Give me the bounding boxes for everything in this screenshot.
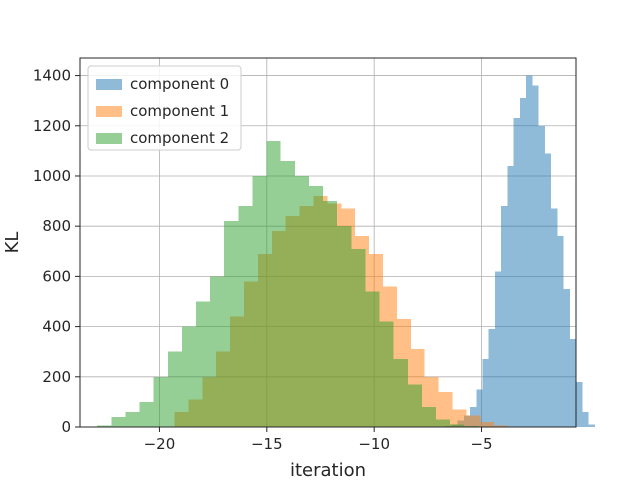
- histogram-bar: [167, 351, 182, 427]
- x-axis-label: iteration: [290, 460, 366, 480]
- histogram-bar: [551, 208, 558, 427]
- series-0: [445, 75, 595, 428]
- histogram-bar: [438, 391, 453, 427]
- axis-ticks: −20 −15 −10 −5 0 200 400 600 800 1000 1200 1400: [33, 67, 493, 453]
- histogram-bar: [97, 425, 112, 427]
- legend-swatch: [96, 106, 122, 117]
- legend-label: component 2: [130, 129, 229, 147]
- plot-frame: [79, 57, 577, 428]
- histogram-bar: [538, 125, 545, 427]
- y-axis-label: KL: [2, 232, 23, 254]
- histogram-bar: [125, 411, 140, 427]
- histogram-bar: [466, 415, 481, 427]
- histogram-bar: [266, 140, 281, 427]
- legend-swatch: [96, 133, 122, 144]
- series-2: [97, 140, 479, 427]
- histogram-bar: [450, 424, 465, 427]
- histogram-bar: [196, 301, 211, 427]
- histogram-bar: [224, 221, 239, 427]
- histogram-bar: [582, 411, 589, 427]
- y-tick-label: 600: [42, 267, 71, 285]
- histogram-bar: [421, 406, 437, 427]
- y-tick-label: 1200: [33, 117, 71, 135]
- histogram-bar: [588, 424, 595, 427]
- histogram-bars: [97, 75, 595, 428]
- histogram-bar: [337, 226, 352, 427]
- x-tick-label: −10: [358, 435, 390, 453]
- y-tick-label: 1000: [33, 167, 71, 185]
- histogram-bar: [393, 359, 408, 427]
- histogram-bar: [526, 75, 533, 428]
- y-tick-label: 400: [42, 318, 71, 336]
- histogram-bar: [308, 186, 324, 427]
- histogram-bar: [507, 165, 514, 427]
- legend: component 0 component 1 component 2: [87, 65, 242, 151]
- histogram-bar: [482, 359, 489, 427]
- histogram-bar: [557, 236, 564, 427]
- y-tick-label: 0: [61, 418, 71, 436]
- histogram-bar: [563, 288, 570, 427]
- histogram-bar: [476, 389, 483, 427]
- histogram-bar: [480, 421, 495, 427]
- histogram-bar: [379, 321, 394, 427]
- histogram-bar: [494, 271, 502, 427]
- legend-swatch: [96, 79, 122, 90]
- histogram-bar: [407, 384, 422, 427]
- histogram-bar: [452, 409, 467, 427]
- histogram-bar: [181, 326, 197, 427]
- histogram-bar: [294, 175, 309, 427]
- histogram-bar: [569, 339, 577, 427]
- y-tick-label: 800: [42, 217, 71, 235]
- histogram-bar: [139, 401, 154, 427]
- histogram-bar: [488, 329, 495, 427]
- legend-label: component 1: [130, 102, 229, 120]
- histogram-bar: [494, 425, 509, 427]
- y-tick-label: 1400: [33, 67, 71, 85]
- legend-label: component 0: [130, 75, 229, 93]
- histogram-bar: [252, 175, 267, 427]
- x-tick-label: −5: [470, 435, 492, 453]
- histogram-bar: [111, 416, 126, 427]
- histogram-bar: [519, 98, 527, 427]
- histogram-bar: [436, 419, 451, 427]
- histogram-bar: [501, 206, 508, 427]
- histogram-bar: [532, 85, 539, 427]
- histogram-bar: [513, 118, 520, 427]
- histogram-bar: [544, 153, 552, 427]
- x-tick-label: −20: [144, 435, 176, 453]
- x-tick-label: −15: [251, 435, 283, 453]
- histogram-bar: [351, 248, 366, 427]
- histogram-bar: [323, 201, 338, 427]
- histogram-bar: [153, 376, 168, 427]
- histogram-bar: [576, 381, 583, 427]
- histogram-bar: [280, 160, 295, 427]
- histogram-bar: [210, 276, 225, 427]
- histogram-bar: [238, 206, 253, 427]
- legend-box: [87, 65, 242, 151]
- histogram-bar: [365, 291, 380, 427]
- y-tick-label: 200: [42, 368, 71, 386]
